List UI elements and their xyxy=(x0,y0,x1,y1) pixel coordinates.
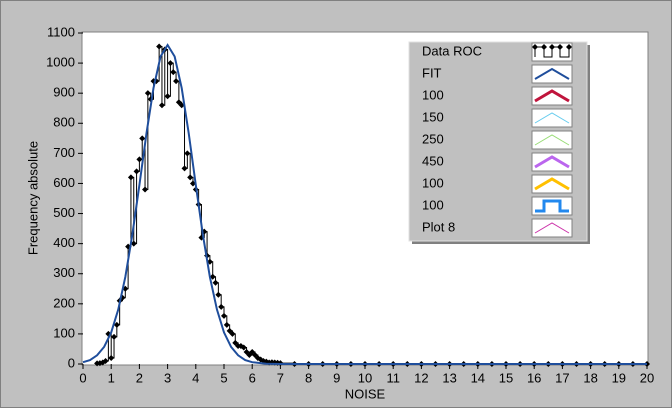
x-tick-label: 20 xyxy=(640,370,654,385)
y-tick-label: 400 xyxy=(53,235,75,250)
x-tick-label: 18 xyxy=(583,370,597,385)
marker xyxy=(142,186,149,193)
legend-line xyxy=(534,155,570,169)
y-axis-label: Frequency absolute xyxy=(25,141,40,255)
x-tick-label: 14 xyxy=(471,370,485,385)
marker xyxy=(127,174,134,181)
x-tick-label: 16 xyxy=(527,370,541,385)
legend-label: 100 xyxy=(422,175,444,190)
marker xyxy=(164,93,171,100)
legend-marker xyxy=(532,44,538,50)
x-tick-label: 9 xyxy=(333,370,340,385)
marker xyxy=(173,78,180,85)
legend-label: 250 xyxy=(422,131,444,146)
x-tick-label: 6 xyxy=(249,370,256,385)
x-tick-label: 10 xyxy=(358,370,372,385)
x-tick-label: 11 xyxy=(386,370,400,385)
x-tick-label: 12 xyxy=(414,370,428,385)
marker xyxy=(187,174,194,181)
marker xyxy=(158,102,165,109)
line xyxy=(82,43,647,365)
legend-label: Data ROC xyxy=(422,43,482,58)
marker xyxy=(218,303,225,310)
x-axis-label: NOISE xyxy=(345,386,386,401)
marker xyxy=(136,156,143,163)
legend-swatch xyxy=(531,218,573,238)
marker xyxy=(240,344,247,351)
marker xyxy=(108,354,115,361)
legend-swatch xyxy=(531,174,573,194)
x-tick-label: 3 xyxy=(164,370,171,385)
x-tick-label: 2 xyxy=(136,370,143,385)
y-tick-label: 1100 xyxy=(47,24,75,39)
marker xyxy=(167,60,174,67)
y-tick-label: 500 xyxy=(53,205,75,220)
marker xyxy=(130,240,137,247)
marker xyxy=(184,150,191,157)
x-tick-label: 19 xyxy=(612,370,626,385)
legend-line xyxy=(534,134,570,146)
marker xyxy=(221,312,227,319)
marker xyxy=(229,330,236,337)
legend-label: 150 xyxy=(422,109,444,124)
marker xyxy=(212,279,219,286)
legend-swatch xyxy=(531,64,573,84)
x-tick-label: 8 xyxy=(305,370,312,385)
legend-line xyxy=(534,67,570,80)
legend-label: 450 xyxy=(422,153,444,168)
marker xyxy=(111,333,118,340)
legend-marker xyxy=(541,44,547,50)
legend-swatch xyxy=(531,130,573,150)
x-tick-label: 4 xyxy=(192,370,199,385)
marker xyxy=(133,168,140,175)
legend-label: 100 xyxy=(422,197,444,212)
marker xyxy=(223,321,230,328)
legend-line xyxy=(534,112,570,124)
marker xyxy=(113,321,120,328)
y-tick-label: 0 xyxy=(68,355,75,370)
y-tick-label: 300 xyxy=(53,265,75,280)
marker xyxy=(102,357,109,364)
legend-line xyxy=(534,177,570,191)
marker xyxy=(215,291,222,298)
legend-label: 100 xyxy=(422,87,444,102)
x-tick-label: 13 xyxy=(442,370,456,385)
legend-line xyxy=(534,46,570,58)
y-tick-label: 600 xyxy=(53,175,75,190)
legend-line xyxy=(534,89,570,103)
legend-line xyxy=(535,199,569,213)
y-tick-label: 100 xyxy=(53,325,75,340)
marker xyxy=(181,165,188,172)
x-tick-label: 17 xyxy=(555,370,569,385)
y-tick-label: 700 xyxy=(53,145,75,160)
legend-marker xyxy=(566,44,572,50)
y-tick-label: 1000 xyxy=(46,55,75,70)
legend-label: FIT xyxy=(422,65,442,80)
x-tick-label: 0 xyxy=(79,370,86,385)
y-tick-label: 800 xyxy=(53,115,75,130)
x-tick-label: 5 xyxy=(220,370,227,385)
x-tick-label: 15 xyxy=(499,370,513,385)
x-tick-label: 1 xyxy=(108,370,115,385)
legend-marker xyxy=(549,44,555,50)
marker xyxy=(156,43,163,50)
legend-marker xyxy=(557,44,563,50)
marker xyxy=(144,90,151,97)
marker xyxy=(170,69,177,76)
y-tick-label: 200 xyxy=(53,295,75,310)
legend-swatch xyxy=(531,108,573,128)
legend-line xyxy=(534,222,570,234)
legend-swatch xyxy=(531,86,573,106)
x-tick-label: 7 xyxy=(277,370,284,385)
legend-swatch xyxy=(531,152,573,172)
y-tick-label: 900 xyxy=(53,85,75,100)
marker xyxy=(139,135,146,142)
legend-label: Plot 8 xyxy=(422,219,455,234)
marker xyxy=(209,273,216,280)
